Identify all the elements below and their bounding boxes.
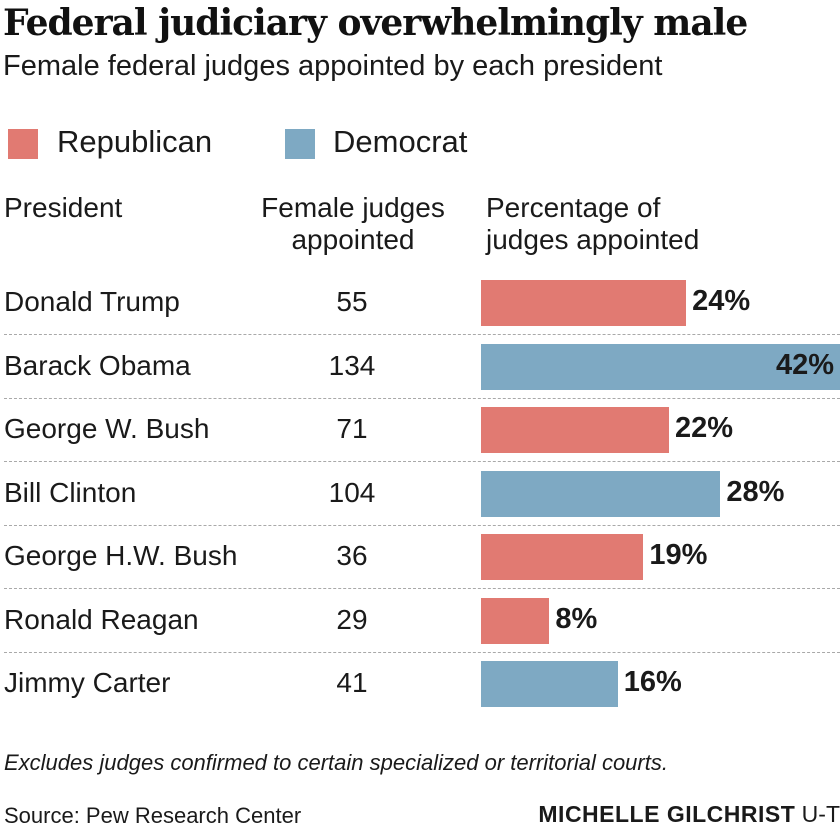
bar (481, 280, 687, 326)
column-header-president-text: President (4, 192, 123, 223)
president-name: Ronald Reagan (4, 603, 199, 635)
legend-label-democrat: Democrat (333, 124, 468, 159)
bar (481, 470, 721, 517)
female-judges-count: 41 (336, 667, 368, 698)
legend-label-republican: Republican (57, 124, 213, 159)
female-judges-count: 134 (328, 349, 376, 381)
female-judges-count: 104 (328, 476, 376, 508)
bar-value-label: 42% (776, 348, 835, 381)
column-header-female-line1: Female judges (261, 192, 445, 223)
female-judges-count: 55 (336, 286, 368, 317)
credit: MICHELLE GILCHRIST U-T (538, 801, 840, 828)
column-header-pct-line2: judges appointed (486, 224, 700, 255)
president-name: George W. Bush (4, 413, 210, 444)
president-name: Barack Obama (4, 349, 191, 381)
legend-swatch-democrat (285, 129, 315, 159)
column-header-percentage: Percentage of judges appointed (486, 192, 699, 256)
row-divider (4, 397, 840, 399)
source-note: Source: Pew Research Center (4, 803, 302, 828)
column-header-pct-line1: Percentage of (486, 192, 661, 223)
column-header-female-line2: appointed (291, 224, 415, 255)
credit-org: U-T (801, 801, 840, 827)
bar (481, 407, 670, 453)
bar (481, 534, 644, 580)
row-divider (4, 524, 840, 526)
bar-value-label: 8% (555, 602, 598, 635)
female-judges-count: 71 (336, 413, 368, 444)
president-name: Jimmy Carter (4, 667, 171, 698)
bar (481, 597, 550, 644)
president-name: Bill Clinton (4, 476, 137, 508)
column-header-female-judges: Female judges appointed (250, 192, 456, 256)
row-divider (4, 461, 840, 462)
credit-name: MICHELLE GILCHRIST (538, 801, 796, 827)
legend-swatch-republican (8, 129, 38, 159)
footnote: Excludes judges confirmed to certain spe… (4, 750, 668, 775)
bar-value-label: 19% (649, 539, 708, 571)
bar-value-label: 28% (726, 475, 785, 508)
chart-subtitle: Female federal judges appointed by each … (3, 50, 663, 82)
bar (481, 661, 618, 707)
row-divider (4, 588, 840, 589)
president-name: George H.W. Bush (4, 540, 238, 571)
bar (481, 343, 840, 390)
bar-value-label: 22% (675, 412, 734, 444)
bar-value-label: 24% (692, 285, 751, 317)
row-divider (4, 334, 840, 335)
female-judges-count: 36 (336, 540, 368, 571)
president-name: Donald Trump (4, 286, 180, 317)
row-divider (4, 651, 840, 653)
bar-value-label: 16% (623, 666, 682, 698)
female-judges-count: 29 (336, 603, 368, 635)
chart-title: Federal judiciary overwhelmingly male (3, 2, 748, 44)
column-header-president: President (4, 192, 122, 224)
